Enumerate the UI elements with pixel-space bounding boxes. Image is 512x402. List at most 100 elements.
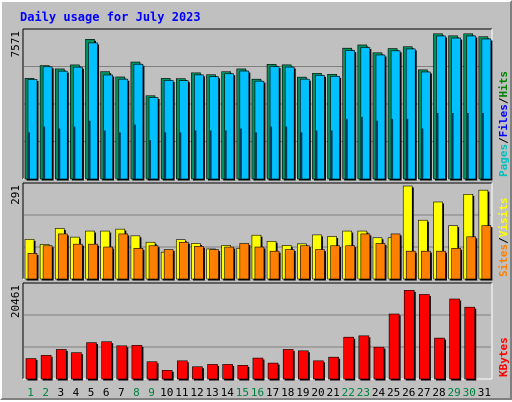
bar-sites-2 [42, 245, 54, 281]
bar-files-18 [284, 66, 296, 181]
x-tick-label-13: 13 [205, 386, 218, 399]
bar-pages-13 [209, 130, 212, 179]
bar-kbytes-22-body [343, 336, 355, 380]
bar-sites-9-body [148, 245, 159, 280]
bar-kbytes-16 [252, 357, 265, 381]
bar-sites-23-body [360, 233, 371, 280]
bar-pages-17 [270, 126, 273, 179]
bar-files-18-body [284, 66, 295, 180]
x-tick-label-26: 26 [402, 386, 415, 399]
bar-sites-21 [330, 245, 342, 281]
bar-pages-8 [133, 124, 136, 179]
bar-pages-29 [451, 112, 454, 179]
bar-files-30 [466, 35, 478, 181]
bar-pages-4 [73, 126, 76, 179]
bar-kbytes-20-body [313, 360, 324, 380]
bar-sites-3-body [57, 233, 68, 280]
bar-kbytes-17-body [267, 362, 279, 380]
bar-sites-30 [466, 236, 478, 281]
x-tick-label-31: 31 [478, 386, 491, 399]
bar-pages-30 [466, 112, 469, 179]
bar-kbytes-19 [298, 350, 310, 381]
bar-pages-26 [406, 118, 409, 179]
bar-sites-7 [118, 233, 130, 281]
bar-sites-16-body [254, 246, 265, 280]
bar-kbytes-14 [222, 364, 235, 381]
bar-sites-12 [194, 246, 205, 281]
bar-kbytes-2-body [40, 355, 52, 380]
x-tick-label-11: 11 [175, 386, 188, 399]
bar-sites-6-body [103, 246, 113, 280]
bar-files-5 [88, 42, 100, 181]
bar-sites-8-body [133, 248, 144, 280]
bar-sites-17-body [269, 250, 280, 280]
bar-sites-27 [421, 250, 432, 281]
x-tick-label-10: 10 [160, 386, 173, 399]
bar-kbytes-29 [449, 298, 462, 381]
bar-files-28 [436, 35, 447, 181]
bar-sites-10 [163, 249, 175, 281]
bar-files-12-body [194, 74, 204, 180]
bar-files-9 [148, 97, 160, 181]
bar-files-1 [27, 79, 39, 181]
bar-files-13 [209, 76, 221, 181]
bar-kbytes-1 [25, 358, 38, 381]
legend-item-visits: Visits [497, 198, 510, 238]
bar-files-12 [194, 74, 205, 181]
bar-pages-15 [239, 128, 242, 179]
bar-sites-4 [73, 243, 84, 281]
bar-files-23 [360, 47, 372, 181]
bar-files-26-body [405, 48, 416, 180]
bar-sites-21-body [330, 245, 340, 280]
bar-files-10 [163, 80, 175, 181]
x-tick-label-21: 21 [327, 386, 340, 399]
legend-hits: Pages/Files/Hits [497, 71, 510, 177]
bar-sites-29-body [451, 248, 461, 280]
bar-pages-16 [254, 132, 257, 179]
bar-files-21 [330, 76, 342, 181]
bar-files-4 [73, 66, 84, 181]
bar-sites-2-body [42, 245, 53, 280]
bar-files-15 [239, 70, 251, 181]
legend-separator: / [497, 137, 510, 144]
bar-pages-11 [179, 132, 182, 179]
x-tick-label-2: 2 [42, 386, 49, 399]
bar-sites-25 [390, 233, 402, 281]
bar-kbytes-4 [71, 352, 83, 381]
x-tick-label-22: 22 [342, 386, 355, 399]
legend-visits: Sites/Visits [497, 198, 510, 278]
bar-files-25 [390, 50, 402, 181]
bar-kbytes-10 [161, 370, 174, 381]
bar-sites-23 [360, 233, 372, 281]
x-tick-label-25: 25 [387, 386, 400, 399]
bar-files-6 [103, 74, 115, 181]
bar-files-5-body [88, 42, 98, 180]
bar-files-10-body [163, 80, 174, 180]
bar-files-17-body [269, 66, 280, 180]
x-tick-label-29: 29 [448, 386, 461, 399]
bar-kbytes-15-body [237, 365, 249, 380]
x-tick-label-6: 6 [103, 386, 110, 399]
bar-kbytes-13-body [207, 364, 218, 380]
bar-pages-7 [118, 132, 121, 179]
bar-pages-24 [375, 120, 378, 179]
x-tick-label-18: 18 [281, 386, 294, 399]
bar-sites-25-body [390, 233, 401, 280]
bar-kbytes-8-body [131, 345, 143, 380]
bar-pages-10 [164, 132, 167, 179]
bar-sites-24-body [375, 243, 386, 280]
x-tick-label-14: 14 [221, 386, 235, 399]
x-tick-label-9: 9 [148, 386, 155, 399]
bar-kbytes-13 [207, 364, 220, 381]
bar-sites-10-body [163, 249, 174, 280]
bar-sites-28 [436, 250, 447, 281]
bar-kbytes-7-body [116, 345, 128, 380]
bar-pages-18 [285, 126, 288, 179]
bar-files-11-body [178, 80, 189, 180]
bar-kbytes-3-body [55, 349, 67, 380]
bar-pages-19 [300, 132, 303, 179]
x-tick-label-8: 8 [133, 386, 140, 399]
bar-sites-27-body [421, 250, 431, 280]
bar-pages-14 [224, 130, 227, 179]
